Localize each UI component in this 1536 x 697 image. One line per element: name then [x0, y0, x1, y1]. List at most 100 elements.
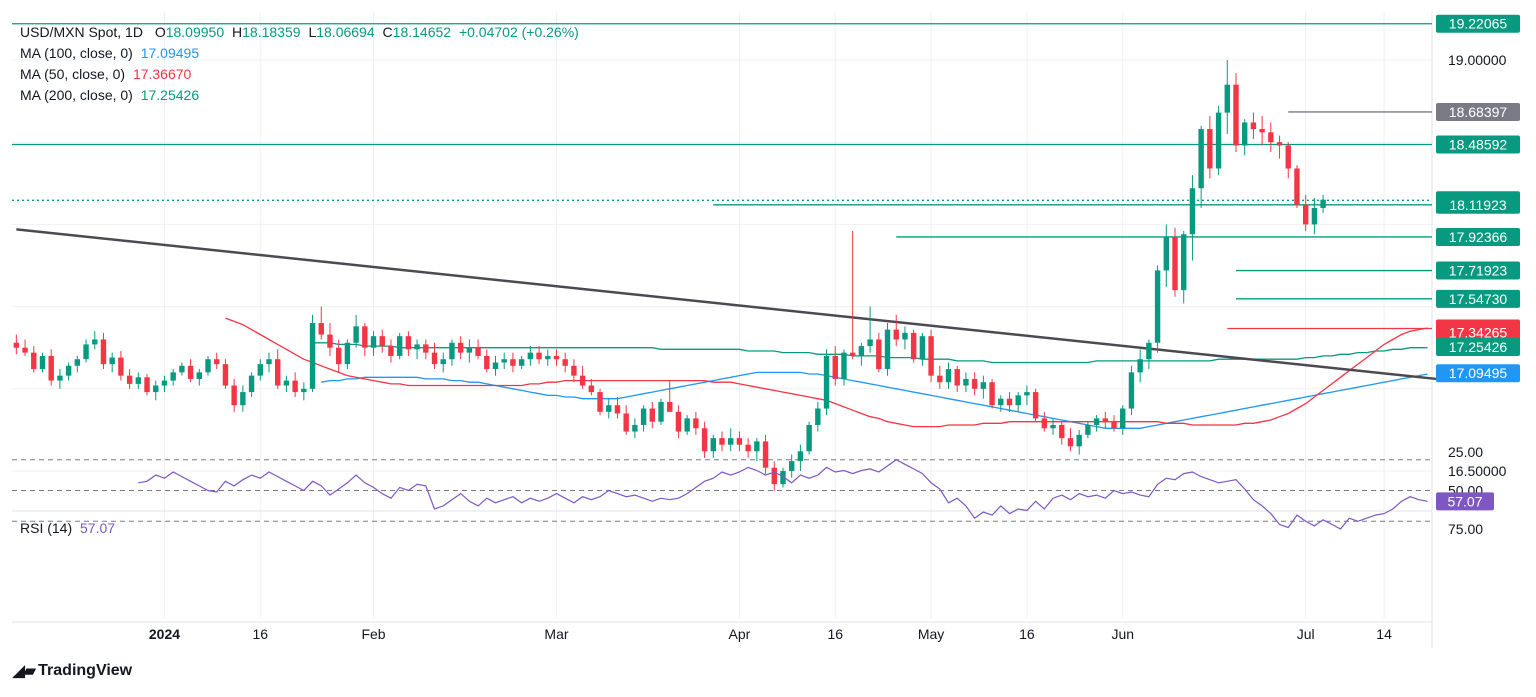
- candle-body: [597, 392, 603, 412]
- ma100-label: MA (100, close, 0): [20, 45, 133, 61]
- level-badge-text: 17.54730: [1449, 291, 1508, 307]
- candle-body: [701, 428, 708, 452]
- candle-body: [1207, 129, 1213, 169]
- ma50-label: MA (50, close, 0): [20, 66, 126, 82]
- candle-body: [318, 323, 324, 335]
- candle-body: [309, 323, 316, 389]
- rsi-badge-bg: [1436, 492, 1494, 511]
- candle-body: [762, 441, 769, 468]
- ma-badge-text: 17.34265: [1449, 324, 1508, 340]
- price-tick-label: 19.00000: [1448, 52, 1507, 68]
- candle-body: [74, 359, 81, 366]
- candle-body: [466, 347, 473, 353]
- candle-body: [719, 438, 725, 445]
- candle-body: [980, 382, 987, 389]
- ohlc-row: USD/MXN Spot, 1D O18.09950 H18.18359 L18…: [20, 22, 579, 43]
- rsi-tick-label: 75.00: [1448, 521, 1483, 537]
- candle-body: [335, 347, 342, 365]
- ma50-value: 17.36670: [132, 66, 192, 82]
- candle-body: [48, 355, 54, 381]
- time-tick-label: 16: [252, 626, 268, 642]
- candle-body: [632, 424, 638, 432]
- candle-body: [945, 369, 952, 383]
- low-label: L: [308, 24, 317, 40]
- candle-body: [492, 362, 499, 370]
- price-tick-label: 16.50000: [1448, 463, 1507, 479]
- level-badge-text: 17.71923: [1449, 263, 1508, 279]
- candle-body: [109, 357, 115, 365]
- rsi-legend[interactable]: RSI (14) 57.07: [20, 520, 115, 536]
- candle-body: [179, 365, 185, 373]
- level-badge-bg: [1436, 102, 1520, 121]
- candle-body: [640, 408, 647, 425]
- candle-body: [240, 392, 246, 406]
- candle-body: [187, 365, 194, 379]
- candle-body: [788, 461, 795, 471]
- candle-body: [135, 377, 142, 384]
- candle-body: [928, 336, 934, 376]
- time-tick-label: Jul: [1297, 626, 1315, 642]
- candle-body: [1163, 237, 1169, 271]
- time-tick-label: 2024: [149, 626, 180, 642]
- time-tick-label: 16: [827, 626, 843, 642]
- candle-body: [1006, 398, 1013, 406]
- level-badge-text: 18.68397: [1449, 104, 1508, 120]
- candle-body: [388, 346, 394, 356]
- candle-body: [1128, 372, 1135, 409]
- candle-body: [353, 326, 359, 343]
- candle-body: [1259, 129, 1265, 133]
- level-badge-text: 17.92366: [1449, 229, 1508, 245]
- candle-body: [1268, 132, 1274, 143]
- rsi-label: RSI (14): [20, 520, 73, 536]
- candle-body: [1276, 142, 1283, 146]
- candle-body: [649, 408, 656, 422]
- candle-body: [1294, 168, 1300, 205]
- candle-body: [754, 441, 760, 452]
- candle-body: [823, 355, 830, 409]
- symbol-label[interactable]: USD/MXN Spot, 1D: [20, 24, 143, 40]
- brand-name: TradingView: [38, 662, 133, 679]
- candle-body: [841, 352, 847, 379]
- candle-body: [1120, 408, 1126, 429]
- candle-body: [83, 344, 89, 360]
- candle-body: [771, 467, 777, 485]
- candle-body: [1302, 204, 1309, 225]
- candle-body: [1111, 421, 1117, 429]
- close-value: 18.14652: [392, 24, 452, 40]
- ma100-line: [321, 371, 1428, 429]
- main-pane: [12, 12, 1432, 510]
- high-value: 18.18359: [242, 24, 301, 40]
- ma50-row[interactable]: MA (50, close, 0) 17.36670: [20, 64, 579, 85]
- candle-body: [118, 357, 124, 376]
- candle-body: [1215, 112, 1222, 169]
- close-label: C: [382, 24, 393, 40]
- candle-body: [405, 336, 412, 350]
- open-value: 18.09950: [165, 24, 225, 40]
- candle-body: [144, 377, 150, 393]
- tradingview-logo[interactable]: ◢▰ TradingView: [12, 661, 132, 681]
- time-tick-label: 16: [1019, 626, 1035, 642]
- candle-body: [22, 347, 28, 353]
- candle-body: [449, 342, 455, 360]
- ma100-row[interactable]: MA (100, close, 0) 17.09495: [20, 43, 579, 64]
- ma200-label: MA (200, close, 0): [20, 87, 133, 103]
- level-badge-bg: [1436, 227, 1520, 246]
- candle-body: [57, 375, 63, 381]
- time-tick-label: Jun: [1111, 626, 1134, 642]
- candle-body: [614, 405, 621, 414]
- candle-body: [327, 334, 333, 348]
- candle-body: [370, 336, 377, 348]
- ma200-row[interactable]: MA (200, close, 0) 17.25426: [20, 85, 579, 106]
- time-tick-label: Feb: [361, 626, 385, 642]
- candle-body: [92, 339, 98, 345]
- candle-body: [675, 411, 682, 432]
- candle-body: [257, 364, 263, 376]
- candle-body: [780, 471, 786, 485]
- candle-body: [527, 352, 534, 360]
- candle-body: [919, 336, 926, 360]
- ma-badge-bg: [1436, 337, 1520, 356]
- rsi-value: 57.07: [80, 520, 116, 536]
- candle-body: [623, 413, 629, 432]
